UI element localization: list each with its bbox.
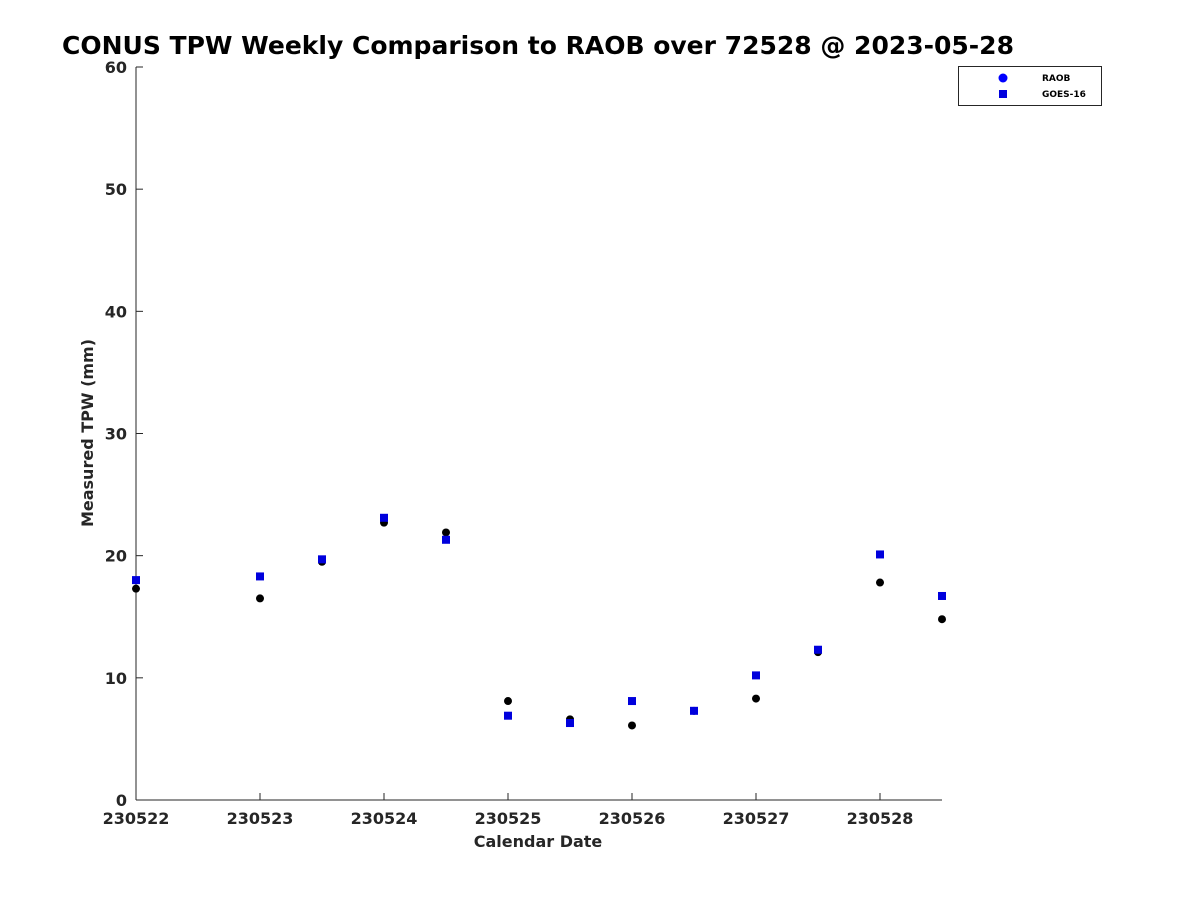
data-points xyxy=(132,513,946,730)
x-axis-label: Calendar Date xyxy=(474,832,603,851)
x-ticks: 230522 230523 230524 230525 230526 230527 2305… xyxy=(103,793,914,828)
data-point-raob xyxy=(628,721,636,730)
data-point-goes-16 xyxy=(380,513,388,522)
data-point-raob xyxy=(752,694,760,703)
legend-label-raob: RAOB xyxy=(1042,74,1071,84)
data-point-goes-16 xyxy=(566,719,574,728)
data-point-raob xyxy=(256,594,264,603)
data-point-goes-16 xyxy=(256,572,264,581)
legend-marker-raob xyxy=(998,73,1008,83)
data-point-raob xyxy=(442,528,450,537)
axes xyxy=(135,67,942,801)
y-axis-label: Measured TPW (mm) xyxy=(78,339,97,527)
data-point-goes-16 xyxy=(938,591,946,600)
data-point-raob xyxy=(938,615,946,624)
x-tick-label: 230523 xyxy=(227,809,294,828)
y-tick-label: 50 xyxy=(105,180,127,199)
y-tick-label: 0 xyxy=(116,791,127,810)
data-point-goes-16 xyxy=(504,711,512,720)
data-point-goes-16 xyxy=(132,576,140,585)
data-point-goes-16 xyxy=(752,671,760,680)
data-point-goes-16 xyxy=(814,645,822,654)
legend-label-goes-16: GOES-16 xyxy=(1042,90,1086,100)
data-point-goes-16 xyxy=(628,697,636,706)
y-tick-label: 10 xyxy=(105,669,127,688)
x-tick-label: 230524 xyxy=(351,809,418,828)
y-tick-label: 40 xyxy=(105,302,127,321)
x-tick-label: 230527 xyxy=(723,809,790,828)
y-tick-label: 20 xyxy=(105,547,127,566)
data-point-goes-16 xyxy=(876,550,884,559)
x-tick-label: 230526 xyxy=(599,809,666,828)
x-tick-label: 230522 xyxy=(103,809,170,828)
data-point-goes-16 xyxy=(318,555,326,564)
data-point-goes-16 xyxy=(442,535,450,544)
x-tick-label: 230528 xyxy=(847,809,914,828)
y-tick-label: 60 xyxy=(105,58,127,77)
chart-title: CONUS TPW Weekly Comparison to RAOB over… xyxy=(62,31,1014,60)
x-tick-label: 230525 xyxy=(475,809,542,828)
data-point-raob xyxy=(504,697,512,706)
legend-box xyxy=(958,66,1102,106)
y-tick-label: 30 xyxy=(105,425,127,444)
legend: RAOB GOES-16 xyxy=(958,66,1102,106)
y-ticks: 0 10 20 30 40 50 60 xyxy=(105,58,143,810)
data-point-raob xyxy=(876,578,884,587)
data-point-raob xyxy=(132,584,140,593)
legend-marker-goes-16 xyxy=(999,90,1007,98)
data-point-goes-16 xyxy=(690,706,698,715)
